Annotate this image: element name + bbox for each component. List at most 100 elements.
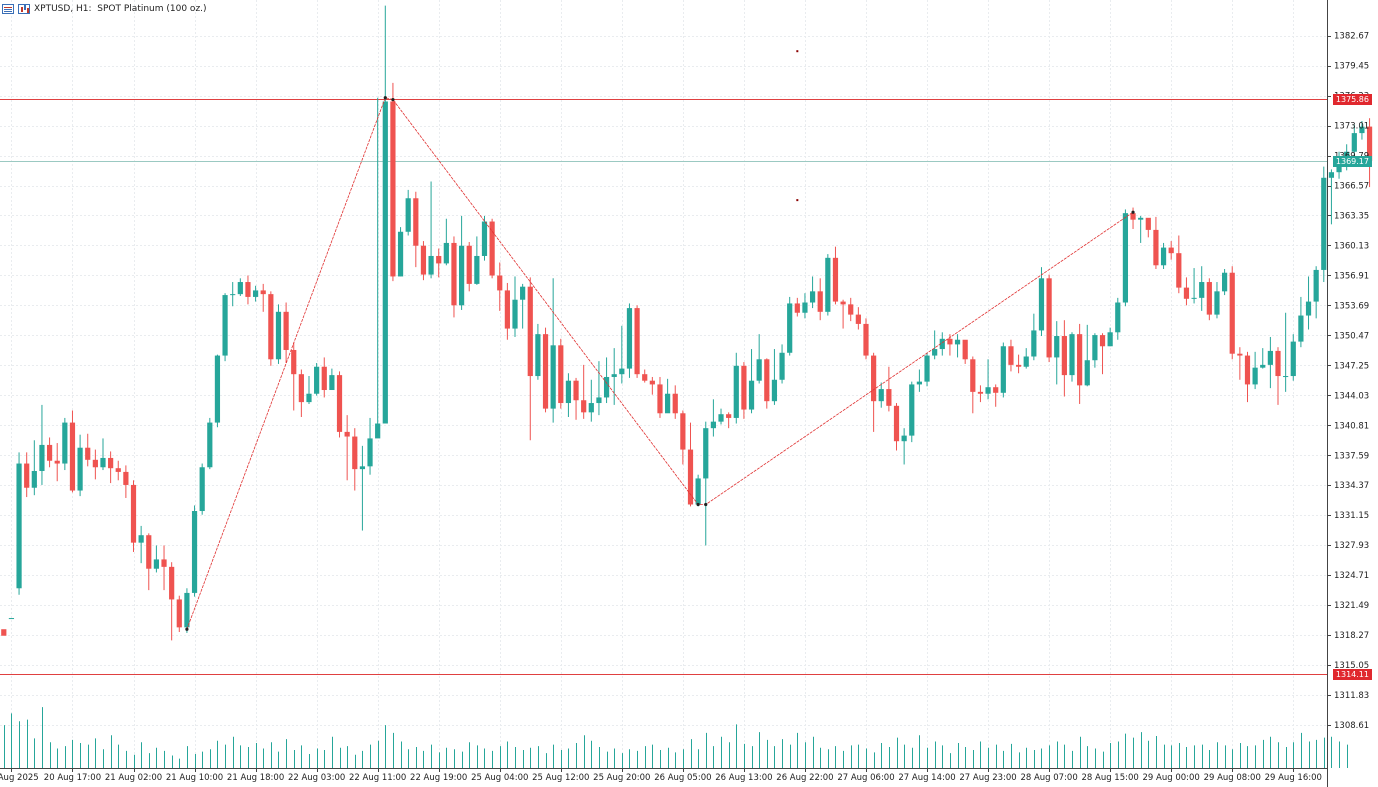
candle-body	[367, 438, 373, 467]
candle	[1183, 277, 1190, 306]
candle-body	[466, 245, 472, 284]
candle	[283, 302, 289, 364]
candle-body	[397, 231, 404, 277]
candle	[199, 463, 205, 515]
candle	[916, 369, 922, 392]
candle	[153, 545, 159, 573]
candle	[459, 215, 465, 310]
candle-body	[802, 302, 808, 313]
candle	[596, 361, 602, 416]
candle	[306, 376, 312, 404]
candle	[69, 410, 76, 493]
candle	[489, 218, 495, 279]
candle-body	[680, 413, 686, 450]
candle	[138, 525, 144, 564]
candle-body	[1122, 213, 1129, 303]
zigzag-point	[383, 96, 387, 100]
y-tick-label: 1356.91	[1334, 271, 1369, 281]
candle-body	[1336, 161, 1342, 173]
y-tick-label: 1324.71	[1334, 571, 1369, 581]
candle	[336, 371, 343, 438]
candle-body	[1298, 315, 1304, 342]
candle-body	[901, 435, 907, 442]
candle	[268, 291, 274, 366]
candle	[214, 354, 221, 428]
candle-body	[390, 101, 396, 277]
candle-body	[1206, 282, 1212, 315]
chart-marker	[796, 199, 799, 202]
candle	[85, 433, 91, 467]
candle	[581, 364, 587, 419]
candle-body	[108, 457, 114, 469]
candle	[733, 352, 739, 424]
candle-body	[1015, 364, 1022, 367]
x-tick-label: 20 Aug 2025	[0, 773, 39, 783]
x-tick-label: 21 Aug 18:00	[227, 773, 284, 783]
candle	[1290, 334, 1296, 381]
candle	[1, 629, 7, 636]
candle	[1351, 124, 1357, 158]
candle-body	[497, 275, 503, 291]
candle-body	[611, 374, 617, 377]
candle	[46, 437, 53, 468]
candle-body	[962, 339, 968, 360]
candle-body	[993, 387, 999, 393]
candle	[1214, 282, 1220, 319]
candle-body	[1107, 332, 1113, 347]
lower-level-price-tag: 1314.11	[1332, 668, 1372, 680]
candle	[291, 342, 297, 411]
x-tick-label: 26 Aug 13:00	[715, 773, 772, 783]
candle-body	[85, 447, 91, 460]
candle	[1199, 266, 1205, 311]
candle	[146, 533, 152, 591]
x-tick-label: 21 Aug 02:00	[105, 773, 162, 783]
candle-body	[1290, 341, 1296, 377]
candle-body	[1328, 172, 1335, 178]
upper-level-price-tag: 1375.86	[1332, 93, 1372, 105]
bar-chart-icon[interactable]	[18, 4, 30, 14]
candle	[588, 379, 594, 422]
y-tick-label: 1331.15	[1334, 511, 1369, 521]
y-tick-label: 1334.37	[1334, 481, 1369, 491]
candle	[756, 334, 762, 384]
y-tick-label: 1373.01	[1334, 122, 1369, 132]
candle-body	[1313, 269, 1319, 302]
candle-body	[459, 245, 465, 306]
candle-body	[626, 308, 633, 369]
candle-body	[1069, 334, 1075, 376]
candle-body	[1046, 278, 1052, 358]
candle	[1359, 121, 1365, 140]
candle-body	[634, 308, 640, 375]
candle-body	[855, 314, 861, 324]
candle	[710, 399, 716, 437]
candle	[1038, 267, 1045, 337]
candle	[1084, 324, 1090, 387]
candle	[275, 304, 282, 364]
x-axis-ticks: 20 Aug 2025 20 Aug 17:00 21 Aug 02:00 21 Au…	[0, 768, 1322, 783]
y-tick-label: 1382.67	[1334, 32, 1369, 42]
candle	[237, 278, 243, 296]
y-axis-ticks: 1382.671379.451376.231373.011369.791366.…	[1327, 32, 1369, 731]
candle	[24, 452, 30, 498]
candle	[39, 404, 45, 485]
list-icon[interactable]	[2, 4, 14, 14]
candle	[970, 356, 976, 414]
candle-body	[24, 463, 30, 488]
candle-body	[588, 403, 594, 413]
candle	[886, 366, 892, 412]
candle-body	[275, 311, 282, 360]
candle	[1298, 296, 1304, 348]
candle-body	[947, 338, 953, 345]
zigzag-point	[1131, 210, 1135, 214]
candle-body	[726, 414, 732, 418]
candle	[100, 438, 106, 471]
candle-body	[649, 380, 655, 385]
candle-body	[771, 379, 778, 402]
candle	[1267, 336, 1273, 389]
candle	[939, 332, 945, 356]
candle	[901, 428, 907, 465]
candle	[161, 545, 167, 591]
candle	[924, 352, 930, 387]
candle-body	[1160, 247, 1167, 266]
